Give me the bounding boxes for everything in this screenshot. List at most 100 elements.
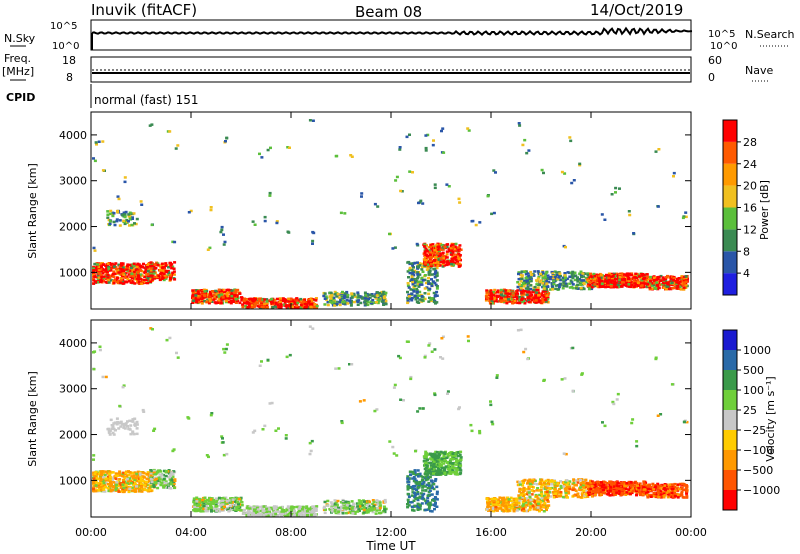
range-gate-cell xyxy=(140,282,144,285)
range-gate-cell xyxy=(391,247,395,250)
range-gate-cell xyxy=(603,218,607,221)
range-gate-cell xyxy=(137,281,141,284)
range-gate-cell xyxy=(352,503,356,507)
range-gate-cell xyxy=(333,510,337,513)
range-gate-cell xyxy=(360,192,364,195)
range-gate-cell xyxy=(268,191,272,195)
range-gate-cell xyxy=(445,245,449,249)
range-gate-cell xyxy=(269,514,273,517)
range-gate-cell xyxy=(423,472,427,476)
range-gate-cell xyxy=(424,502,428,505)
range-gate-cell xyxy=(146,273,150,276)
range-gate-cell xyxy=(322,294,326,298)
range-gate-cell xyxy=(106,278,110,282)
range-gate-cell xyxy=(429,461,433,465)
range-gate-cell xyxy=(428,287,432,291)
range-gate-cell xyxy=(540,297,544,301)
range-gate-cell xyxy=(223,294,227,297)
range-gate-cell xyxy=(379,511,383,515)
range-gate-cell xyxy=(342,502,345,506)
range-gate-cell xyxy=(426,263,430,266)
range-gate-cell xyxy=(603,278,607,281)
range-gate-cell xyxy=(99,269,103,272)
range-gate-cell xyxy=(276,303,280,307)
range-gate-cell xyxy=(293,302,297,305)
range-gate-cell xyxy=(569,139,573,143)
range-gate-cell xyxy=(312,509,316,513)
range-gate-cell xyxy=(214,503,218,506)
range-gate-cell xyxy=(191,289,195,292)
range-gate-cell xyxy=(435,287,439,290)
colorbar-tick-label: 20 xyxy=(743,180,757,193)
range-gate-cell xyxy=(99,274,103,277)
range-gate-cell xyxy=(257,299,261,302)
range-gate-cell xyxy=(518,301,522,305)
range-gate-cell xyxy=(172,267,176,270)
range-gate-cell xyxy=(620,272,624,275)
range-gate-cell xyxy=(410,299,414,302)
range-gate-cell xyxy=(442,261,446,264)
range-gate-cell xyxy=(536,270,540,273)
range-gate-cell xyxy=(372,500,376,504)
range-gate-cell xyxy=(539,279,543,282)
range-gate-cell xyxy=(220,225,224,229)
range-gate-cell xyxy=(420,262,424,266)
range-gate-cell xyxy=(484,299,488,302)
range-gate-cell xyxy=(132,264,136,268)
range-gate-cell xyxy=(545,280,549,283)
colorbar-tick-label: 28 xyxy=(743,136,757,149)
range-gate-cell xyxy=(121,473,125,476)
range-gate-cell xyxy=(527,300,531,304)
range-gate-cell xyxy=(357,295,361,299)
range-gate-cell xyxy=(253,223,257,226)
range-gate-cell xyxy=(160,277,164,280)
range-gate-cell xyxy=(169,276,172,280)
range-gate-cell xyxy=(130,486,134,489)
range-gate-cell xyxy=(576,280,580,283)
range-gate-cell xyxy=(433,249,437,252)
range-gate-cell xyxy=(449,246,453,249)
range-gate-cell xyxy=(607,276,611,279)
range-gate-cell xyxy=(651,282,655,285)
range-gate-cell xyxy=(295,513,299,517)
range-gate-cell xyxy=(92,282,96,285)
range-gate-cell xyxy=(208,246,212,250)
nsky-panel: N.Sky 10^5 10^0 10^5 10^0 N.Search xyxy=(4,19,795,52)
range-gate-cell xyxy=(508,300,512,303)
range-gate-cell xyxy=(342,296,346,299)
range-gate-cell xyxy=(599,273,603,277)
range-gate-cell xyxy=(410,500,414,504)
range-gate-cell xyxy=(348,504,352,508)
range-gate-cell xyxy=(135,277,139,280)
range-gate-cell xyxy=(130,223,134,227)
range-gate-cell xyxy=(265,507,269,511)
range-gate-cell xyxy=(563,272,567,275)
range-gate-cell xyxy=(135,432,139,436)
range-gate-cell xyxy=(383,500,387,504)
range-gate-cell xyxy=(102,268,106,271)
range-gate-cell xyxy=(441,127,445,130)
range-gate-cell xyxy=(221,502,225,505)
range-gate-cell xyxy=(364,295,368,298)
range-gate-cell xyxy=(633,280,637,283)
range-gate-cell xyxy=(420,482,424,485)
range-gate-cell xyxy=(323,303,327,306)
range-gate-cell xyxy=(210,501,214,504)
range-gate-cell xyxy=(672,277,676,280)
range-gate-cell xyxy=(118,482,122,485)
range-gate-cell xyxy=(225,502,229,505)
range-gate-cell xyxy=(419,492,423,495)
range-gate-cell xyxy=(274,301,278,304)
range-gate-cell xyxy=(122,480,125,484)
range-gate-cell xyxy=(432,264,436,267)
range-gate-cell xyxy=(268,508,272,511)
range-gate-cell xyxy=(684,279,688,282)
range-gate-cell xyxy=(208,496,211,500)
range-gate-cell xyxy=(351,512,355,515)
range-gate-cell xyxy=(123,276,127,279)
range-gate-cell xyxy=(248,511,252,514)
range-gate-cell xyxy=(543,275,547,279)
range-gate-cell xyxy=(421,202,425,205)
range-gate-cell xyxy=(289,298,293,301)
range-gate-cell xyxy=(606,285,610,288)
